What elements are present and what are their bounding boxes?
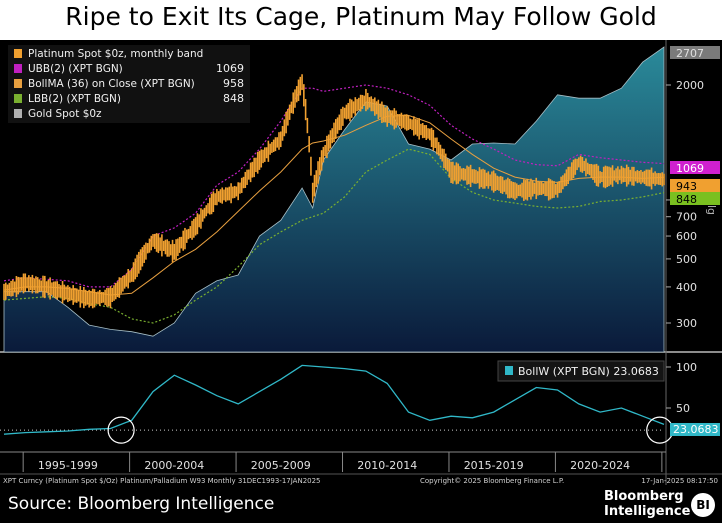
highlight-circle-1999 [107, 416, 135, 444]
y-tick-label: 700 [676, 211, 697, 224]
x-tick-label: 2020-2024 [570, 459, 630, 472]
lower-tag-bg [670, 423, 720, 436]
footnote-left: XPT Curncy (Platinum Spot $/Oz) Platinum… [3, 477, 321, 485]
price-tag-bg [670, 192, 720, 205]
lower-y-tick-label: 50 [676, 402, 690, 415]
legend-swatch [14, 49, 22, 58]
chart-title: Ripe to Exit Its Cage, Platinum May Foll… [65, 2, 657, 31]
legend-value: 1069 [216, 62, 244, 75]
y-tick-label: 400 [676, 281, 697, 294]
lower-legend-box [497, 360, 665, 382]
legend-value: 958 [223, 77, 244, 90]
price-tag-label: 2707 [676, 47, 704, 60]
legend-label: BollMA (36) on Close (XPT BGN) [28, 78, 195, 90]
highlight-circle-2025 [646, 416, 674, 444]
footnote-center: Copyright© 2025 Bloomberg Finance L.P. [420, 477, 564, 485]
legend-swatch [14, 64, 22, 73]
legend-swatch [14, 109, 22, 118]
x-tick-label: 2015-2019 [464, 459, 524, 472]
price-tag-bg [670, 46, 720, 59]
price-tag-bg [670, 179, 720, 192]
y-tick-label: 300 [676, 317, 697, 330]
chart-svg: 3004005006007008002000lg27071069943848Pl… [0, 40, 722, 485]
y-tick-label: 500 [676, 253, 697, 266]
x-tick-label: 2005-2009 [251, 459, 311, 472]
legend-label: Platinum Spot $0z, monthly band [28, 48, 203, 60]
price-tag-label: 1069 [676, 162, 704, 175]
footer-bar [0, 485, 722, 523]
bloomberg-logo: Bloomberg Intelligence [604, 489, 690, 519]
lower-y-tick-label: 100 [676, 361, 697, 374]
price-tag-bg [670, 161, 720, 174]
x-tick-label: 1995-1999 [38, 459, 98, 472]
x-tick-label: 2000-2004 [144, 459, 204, 472]
legend-swatch [14, 94, 22, 103]
lower-legend-swatch [505, 366, 513, 375]
bi-badge: BI [691, 493, 715, 517]
x-tick-label: 2010-2014 [357, 459, 417, 472]
lower-tag-label: 23.0683 [673, 423, 719, 436]
bollw-line [3, 364, 665, 435]
legend-label: LBB(2) (XPT BGN) [28, 93, 121, 105]
chart-panel: 3004005006007008002000lg27071069943848Pl… [0, 40, 722, 485]
ubb-line [3, 84, 665, 288]
logo-line2: Intelligence [604, 504, 691, 519]
legend-label: Gold Spot $0z [28, 108, 102, 120]
legend-label: UBB(2) (XPT BGN) [28, 63, 123, 75]
price-tag-label: 943 [676, 180, 697, 193]
y-tick-label: 2000 [676, 79, 704, 92]
price-tag-label: 848 [676, 193, 697, 206]
legend-swatch [14, 79, 22, 88]
y-axis-label: lg [705, 205, 718, 215]
source-text: Source: Bloomberg Intelligence [8, 494, 275, 514]
lower-legend-label: BollW (XPT BGN) 23.0683 [518, 365, 659, 378]
platinum-bars [3, 74, 665, 309]
y-tick-label: 600 [676, 230, 697, 243]
legend-value: 848 [223, 92, 244, 105]
legend-box [8, 45, 250, 123]
logo-line1: Bloomberg [604, 489, 684, 504]
gold-spot-area [3, 46, 665, 353]
footnote-right: 17-Jan-2025 08:17:50 [641, 477, 718, 485]
